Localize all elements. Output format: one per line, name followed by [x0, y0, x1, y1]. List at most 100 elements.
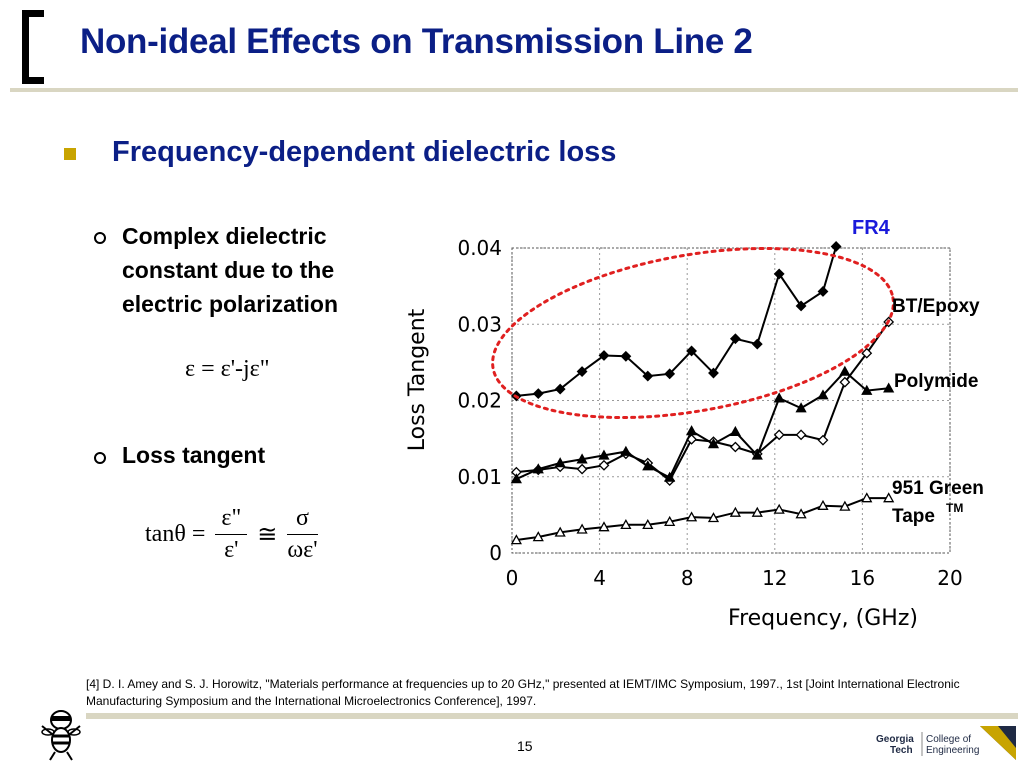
title-bracket	[22, 10, 44, 84]
sub-bullet-circle-icon	[94, 452, 106, 464]
legend-label-green-tape-line1: 951 Green	[892, 478, 984, 499]
data-point	[883, 492, 895, 503]
data-point	[642, 370, 654, 382]
data-point	[773, 503, 785, 514]
x-tick-label: 8	[681, 566, 694, 590]
data-point	[510, 473, 522, 484]
sub-bullet-loss-tangent: Loss tangent	[122, 442, 266, 468]
data-point	[620, 445, 632, 456]
y-tick-label: 0.02	[457, 389, 502, 413]
eq-frac2-numerator: σ	[287, 505, 318, 535]
data-point	[554, 526, 566, 537]
data-point	[598, 449, 610, 460]
page-number: 15	[517, 738, 533, 754]
data-point	[773, 429, 785, 441]
main-bullet: Frequency-dependent dielectric loss	[112, 136, 617, 168]
reference-citation: [4] D. I. Amey and S. J. Horowitz, "Mate…	[86, 677, 960, 708]
y-axis-label: Loss Tangent	[405, 308, 430, 451]
chart-grid	[511, 247, 951, 554]
eq-frac1-denominator: ε'	[224, 537, 239, 563]
data-point	[795, 300, 807, 312]
data-point	[576, 463, 588, 475]
series-line	[516, 246, 838, 397]
data-point	[532, 463, 544, 474]
data-point	[773, 392, 785, 403]
data-point	[532, 531, 544, 542]
data-point	[830, 241, 842, 252]
footer-divider	[86, 713, 1018, 719]
loss-tangent-equation: tanθ = ε" ε' ≅ σ ωε'	[145, 505, 322, 564]
data-point	[773, 268, 785, 280]
series-line	[515, 370, 889, 480]
eq-fraction-1: ε" ε'	[215, 505, 248, 564]
complex-permittivity-equation: ε = ε'-jε"	[185, 356, 270, 382]
eq-approx-sign: ≅	[257, 522, 278, 548]
data-point	[729, 425, 741, 437]
data-point	[883, 382, 895, 393]
georgia-tech-logo: Georgia Tech College of Engineering	[876, 726, 1016, 760]
data-point	[598, 350, 610, 361]
eq-fraction-2: σ ωε'	[287, 505, 318, 564]
bullet-square-icon	[64, 148, 76, 160]
data-point	[664, 515, 676, 526]
data-point	[817, 286, 829, 297]
data-point	[532, 388, 544, 400]
data-point	[664, 471, 676, 482]
data-point	[817, 499, 829, 510]
title-divider	[10, 88, 1018, 92]
sub-bullet-circle-icon	[94, 232, 106, 244]
slide-title: Non-ideal Effects on Transmission Line 2	[80, 22, 753, 61]
legend-label-green-tape-line2: Tape	[892, 506, 935, 527]
data-point	[576, 453, 588, 464]
data-point	[839, 500, 851, 511]
data-point	[795, 429, 807, 441]
data-point	[576, 366, 588, 377]
data-point	[554, 383, 566, 395]
legend-label-trademark: TM	[946, 501, 963, 515]
data-point	[685, 511, 698, 522]
buzz-mascot-icon	[41, 710, 81, 761]
data-point	[861, 384, 873, 395]
data-point	[839, 365, 851, 376]
x-axis-label: Frequency, (GHz)	[728, 606, 918, 631]
svg-text:Georgia: Georgia	[876, 734, 914, 745]
x-tick-label: 12	[762, 566, 787, 590]
data-point	[664, 368, 676, 380]
plot-frame	[511, 247, 951, 554]
data-point	[510, 534, 522, 545]
sub-bullet-polarization: Complex dielectric constant due to the e…	[122, 223, 339, 317]
y-tick-label: 0.03	[457, 312, 502, 336]
data-point	[642, 518, 654, 530]
data-point	[839, 376, 851, 388]
data-point	[686, 345, 697, 357]
eq-frac1-numerator: ε"	[215, 505, 248, 535]
series-line	[516, 321, 890, 483]
chart-axes: 0 4 8 12 16 20 0 0.01 0.02 0.03 0.04	[457, 236, 962, 590]
data-point	[861, 347, 873, 359]
data-point	[642, 460, 654, 471]
data-point	[861, 492, 873, 503]
x-tick-label: 4	[593, 566, 606, 590]
data-point	[576, 523, 588, 534]
data-point	[817, 434, 829, 446]
data-point	[729, 506, 741, 517]
data-point	[620, 350, 632, 362]
data-point	[620, 518, 632, 530]
data-point	[795, 508, 807, 519]
y-tick-label: 0	[489, 541, 502, 565]
data-point	[751, 338, 763, 350]
series-line	[516, 497, 889, 542]
data-point	[751, 449, 763, 460]
fr4-highlight-ellipse	[491, 246, 895, 420]
chart-series	[510, 241, 895, 545]
data-point	[554, 457, 566, 468]
data-point	[729, 333, 741, 345]
eq-frac2-denominator: ωε'	[287, 537, 318, 563]
legend-label-polymide: Polymide	[894, 371, 978, 392]
legend-label-bt-epoxy: BT/Epoxy	[892, 296, 980, 317]
data-point	[598, 459, 610, 471]
data-point	[795, 402, 807, 413]
y-tick-label: 0.04	[457, 236, 502, 260]
legend-label-fr4: FR4	[852, 217, 891, 239]
